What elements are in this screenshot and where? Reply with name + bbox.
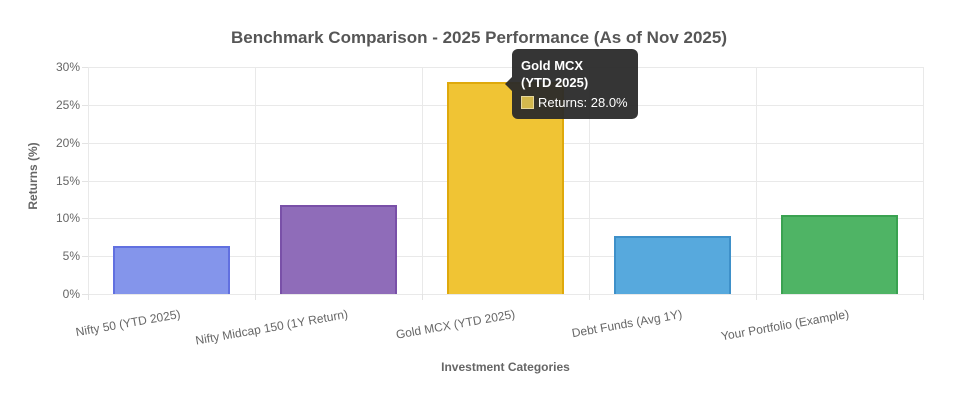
tooltip-caret-icon — [505, 77, 512, 91]
tooltip-color-swatch-icon — [521, 96, 534, 109]
x-tick-label: Gold MCX (YTD 2025) — [394, 307, 516, 342]
x-gridline — [255, 67, 256, 294]
x-tick-label: Nifty 50 (YTD 2025) — [75, 307, 182, 340]
x-tick-label: Your Portfolio (Example) — [719, 307, 850, 344]
tooltip-title-line-2: (YTD 2025) — [521, 75, 589, 90]
bar-your-portfolio-example[interactable] — [781, 214, 898, 294]
x-axis-tick — [255, 294, 256, 300]
bar-debt-funds-avg-1y[interactable] — [614, 235, 731, 294]
bar-nifty-50-ytd-2025[interactable] — [113, 246, 230, 294]
y-tick-label: 25% — [55, 97, 80, 112]
y-axis-tick — [82, 180, 88, 182]
y-axis-tick — [82, 67, 88, 68]
y-tick-label: 20% — [55, 135, 80, 150]
y-tick-label: 0% — [62, 287, 80, 301]
x-axis-tick — [422, 294, 423, 300]
x-gridline — [88, 67, 89, 294]
y-tick-label: 30% — [55, 60, 80, 74]
y-axis-tick — [82, 218, 88, 220]
y-gridline — [88, 67, 923, 68]
y-tick-label: 15% — [55, 173, 80, 188]
chart-title: Benchmark Comparison - 2025 Performance … — [230, 28, 727, 47]
bar-nifty-midcap-150-1y-return[interactable] — [280, 205, 397, 294]
x-gridline — [923, 67, 924, 294]
x-axis-tick — [923, 294, 924, 300]
x-axis-tick — [88, 294, 89, 300]
tooltip: Gold MCX (YTD 2025) Returns: 28.0% — [505, 49, 638, 119]
x-axis-tick — [756, 294, 757, 300]
x-gridline — [422, 67, 423, 294]
y-tick-label: 10% — [55, 211, 80, 226]
x-gridline — [589, 67, 590, 294]
x-tick-label: Nifty Midcap 150 (1Y Return) — [194, 307, 349, 348]
x-gridline — [756, 67, 757, 294]
y-gridline — [88, 294, 923, 295]
y-axis-tick — [82, 104, 88, 106]
y-axis-tick — [82, 142, 88, 144]
tooltip-title-line-1: Gold MCX — [521, 58, 584, 73]
tooltip-value: Returns: 28.0% — [538, 95, 628, 110]
x-axis-tick — [589, 294, 590, 300]
y-tick-label: 5% — [62, 249, 80, 264]
x-tick-label: Debt Funds (Avg 1Y) — [570, 307, 683, 341]
y-axis-tick — [82, 294, 88, 295]
y-axis-tick — [82, 256, 88, 258]
tooltip-body: Returns: 28.0% — [521, 94, 628, 111]
x-axis-title: Investment Categories — [441, 360, 570, 374]
